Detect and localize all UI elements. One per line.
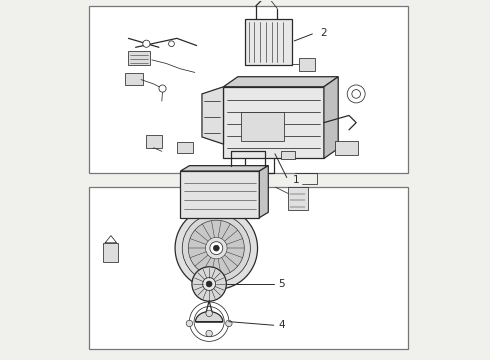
Text: 5: 5 bbox=[278, 279, 285, 289]
Circle shape bbox=[169, 41, 174, 46]
Circle shape bbox=[175, 207, 258, 289]
Polygon shape bbox=[223, 77, 338, 87]
Polygon shape bbox=[259, 166, 269, 218]
Bar bbox=[128, 51, 150, 65]
Circle shape bbox=[206, 281, 212, 287]
Text: 1: 1 bbox=[293, 175, 299, 185]
Circle shape bbox=[159, 85, 166, 92]
Circle shape bbox=[206, 310, 212, 317]
Text: 4: 4 bbox=[278, 320, 285, 330]
Bar bbox=[245, 19, 292, 65]
Bar bbox=[125, 73, 143, 85]
Circle shape bbox=[347, 85, 365, 103]
Bar bbox=[89, 6, 408, 173]
Bar bbox=[242, 112, 285, 140]
Circle shape bbox=[203, 278, 216, 291]
Polygon shape bbox=[324, 77, 338, 158]
Circle shape bbox=[192, 267, 226, 301]
Bar bbox=[177, 142, 193, 153]
Bar bbox=[103, 243, 119, 262]
Circle shape bbox=[225, 320, 232, 327]
Bar bbox=[335, 140, 358, 155]
Bar bbox=[288, 187, 308, 211]
Circle shape bbox=[182, 214, 250, 282]
Polygon shape bbox=[180, 171, 259, 218]
Bar bbox=[89, 187, 408, 348]
Polygon shape bbox=[202, 87, 223, 144]
Circle shape bbox=[206, 330, 212, 337]
Text: 2: 2 bbox=[320, 28, 327, 38]
Bar bbox=[281, 150, 295, 159]
Text: 3: 3 bbox=[192, 175, 198, 185]
Circle shape bbox=[214, 245, 219, 251]
Polygon shape bbox=[223, 87, 324, 158]
Polygon shape bbox=[206, 237, 227, 259]
Circle shape bbox=[143, 40, 150, 47]
Polygon shape bbox=[180, 166, 269, 171]
Polygon shape bbox=[188, 220, 245, 276]
Circle shape bbox=[352, 90, 361, 98]
Bar bbox=[299, 58, 315, 71]
Polygon shape bbox=[196, 312, 223, 321]
Circle shape bbox=[186, 320, 193, 327]
Bar bbox=[147, 135, 162, 148]
Circle shape bbox=[210, 242, 223, 255]
